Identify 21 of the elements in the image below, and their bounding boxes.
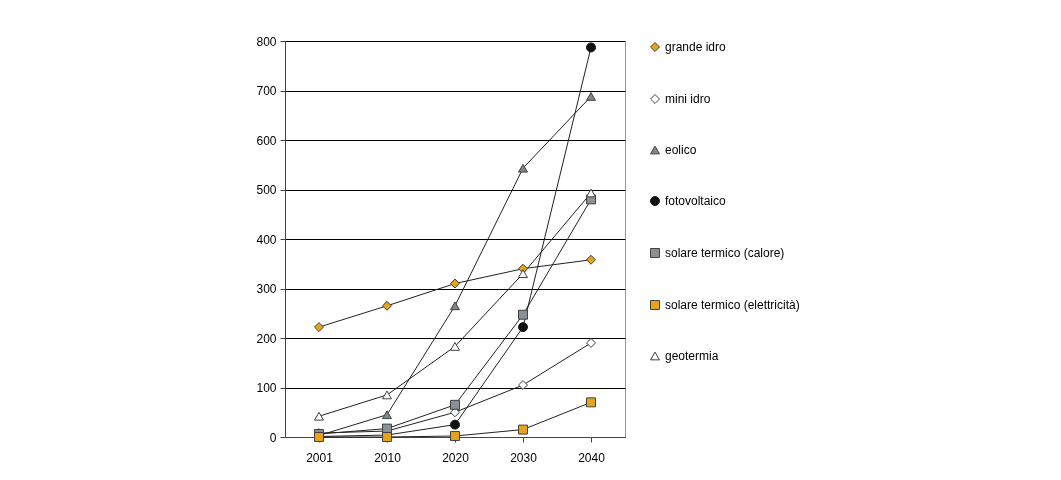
y-tick-label: 400 [256, 232, 277, 247]
x-tick-label: 2001 [306, 450, 334, 465]
y-tick-label: 700 [256, 84, 277, 98]
legend-label: grande idro [665, 40, 727, 54]
legend-label: solare termico (elettricità) [665, 298, 800, 312]
legend-label: geotermia [665, 349, 719, 363]
legend-label: eolico [665, 143, 697, 157]
y-tick-label: 100 [256, 381, 277, 395]
y-tick-label: 0 [269, 430, 277, 445]
y-tick-label: 600 [256, 133, 277, 148]
legend-label: fotovoltaico [665, 194, 727, 208]
x-tick-label: 2020 [442, 450, 470, 465]
y-tick-label: 800 [256, 34, 277, 49]
x-tick-label: 2030 [510, 450, 538, 465]
legend-label: mini idro [665, 92, 711, 106]
x-tick-label: 2040 [578, 450, 606, 465]
y-tick-label: 500 [256, 183, 277, 197]
y-tick-label: 200 [256, 331, 277, 346]
y-tick-label: 300 [256, 282, 277, 296]
x-tick-label: 2010 [374, 450, 402, 465]
legend-label: solare termico (calore) [665, 246, 785, 260]
